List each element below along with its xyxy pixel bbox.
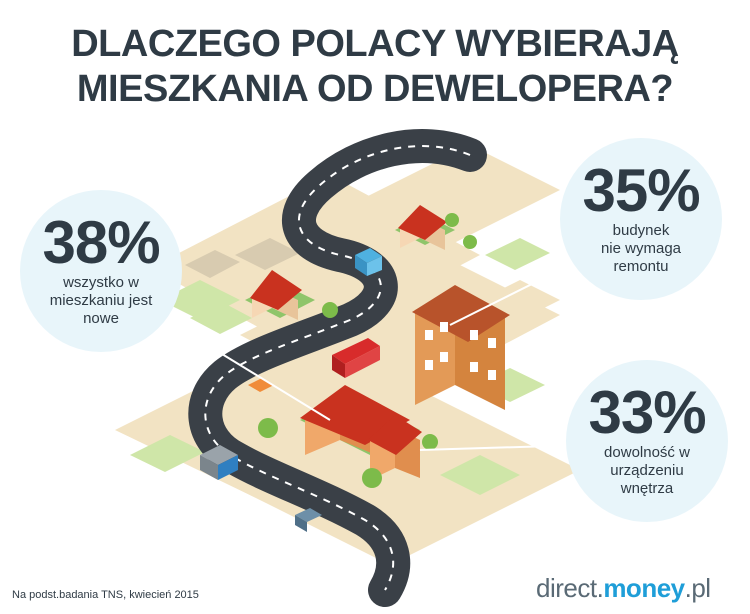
brand-logo: direct.money.pl: [536, 573, 711, 604]
stat-bubble-35: 35% budynek nie wymaga remontu: [560, 138, 722, 300]
stat-description: dowolność w urządzeniu wnętrza: [566, 444, 728, 498]
stat-line: remontu: [613, 258, 669, 275]
title-line-2: MIESZKANIA OD DEWELOPERA?: [76, 68, 674, 110]
stat-line: nie wymaga: [600, 240, 682, 257]
stat-line: budynek: [612, 222, 670, 239]
brand-part-3: .pl: [684, 573, 711, 603]
source-note: Na podst.badania TNS, kwiecień 2015: [12, 589, 199, 601]
stat-line: wszystko w: [63, 274, 139, 291]
stat-bubble-33: 33% dowolność w urządzeniu wnętrza: [566, 360, 728, 522]
stat-line: mieszkaniu jest: [49, 292, 153, 309]
pointer-line-33: [419, 444, 586, 451]
stat-value: 33%: [588, 379, 706, 446]
pointer-line-38: [149, 309, 331, 421]
stat-description: budynek nie wymaga remontu: [560, 222, 722, 276]
brand-part-2: money: [603, 573, 685, 603]
brand-part-1: direct.: [536, 573, 604, 603]
stat-line: wnętrza: [620, 480, 674, 497]
stat-value: 35%: [582, 157, 700, 224]
title-line-1: DLACZEGO POLACY WYBIERAJĄ: [71, 23, 679, 65]
stat-description: wszystko w mieszkaniu jest nowe: [20, 274, 182, 328]
page-title: DLACZEGO POLACY WYBIERAJĄ MIESZKANIA OD …: [0, 22, 750, 112]
stat-bubble-38: 38% wszystko w mieszkaniu jest nowe: [20, 190, 182, 352]
stat-value: 38%: [42, 209, 160, 276]
stat-line: nowe: [83, 310, 119, 327]
pointer-line-35: [449, 254, 591, 326]
stat-line: dowolność w: [604, 444, 690, 461]
stat-line: urządzeniu: [610, 462, 684, 479]
